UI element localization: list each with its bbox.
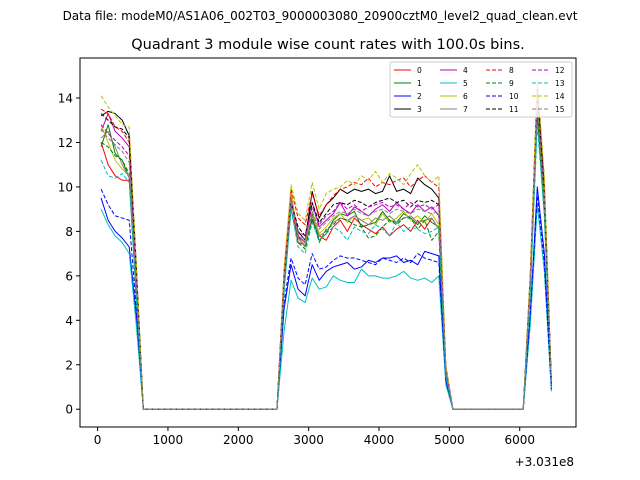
x-offset-label: +3.031e8 bbox=[515, 455, 574, 469]
legend-label-1: 1 bbox=[417, 79, 422, 88]
legend-label-11: 11 bbox=[509, 105, 519, 114]
legend-label-10: 10 bbox=[509, 92, 519, 101]
y-tick-label: 0 bbox=[65, 403, 73, 417]
legend-label-6: 6 bbox=[463, 92, 468, 101]
y-tick-label: 4 bbox=[65, 314, 73, 328]
figure-suptitle: Data file: modeM0/AS1A06_002T03_90000030… bbox=[63, 9, 578, 23]
legend-label-7: 7 bbox=[463, 105, 468, 114]
x-tick-label: 2000 bbox=[223, 433, 254, 447]
y-tick-label: 14 bbox=[58, 92, 73, 106]
legend-label-0: 0 bbox=[417, 66, 422, 75]
series-line-14 bbox=[100, 77, 552, 410]
legend-label-9: 9 bbox=[509, 79, 514, 88]
y-tick-label: 8 bbox=[65, 225, 73, 239]
legend-label-5: 5 bbox=[463, 79, 468, 88]
legend-box bbox=[389, 61, 573, 118]
x-tick-label: 6000 bbox=[504, 433, 535, 447]
legend-label-4: 4 bbox=[463, 66, 468, 75]
legend-label-8: 8 bbox=[509, 66, 514, 75]
series-layer bbox=[100, 77, 552, 410]
x-axis: 0 1000 2000 3000 4000 5000 6000 bbox=[94, 427, 535, 447]
series-line-9 bbox=[100, 108, 552, 410]
plot-frame bbox=[79, 57, 577, 428]
legend-label-2: 2 bbox=[417, 92, 422, 101]
x-tick-label: 0 bbox=[94, 433, 102, 447]
y-tick-label: 12 bbox=[58, 136, 73, 150]
chart-title: Quadrant 3 module wise count rates with … bbox=[131, 37, 525, 53]
x-tick-label: 1000 bbox=[153, 433, 184, 447]
legend-label-15: 15 bbox=[555, 105, 565, 114]
y-tick-label: 2 bbox=[65, 358, 73, 372]
y-tick-label: 6 bbox=[65, 269, 73, 283]
series-line-11 bbox=[100, 90, 552, 410]
legend-label-12: 12 bbox=[555, 66, 565, 75]
y-tick-label: 10 bbox=[58, 180, 73, 194]
legend-label-14: 14 bbox=[555, 92, 565, 101]
x-tick-label: 5000 bbox=[434, 433, 465, 447]
series-line-13 bbox=[100, 124, 552, 410]
legend-label-13: 13 bbox=[555, 79, 565, 88]
legend-label-3: 3 bbox=[417, 105, 422, 114]
x-tick-label: 3000 bbox=[293, 433, 324, 447]
x-tick-label: 4000 bbox=[364, 433, 395, 447]
y-axis: 0 2 4 6 8 10 12 14 bbox=[58, 92, 80, 417]
